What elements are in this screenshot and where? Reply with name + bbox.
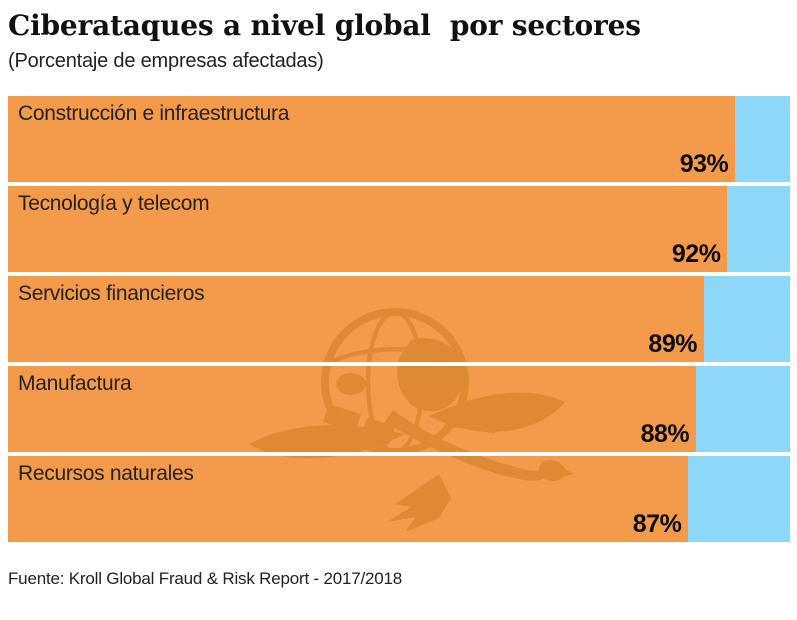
bar-value-label: 93% <box>679 150 729 179</box>
bar-fill: 93% <box>8 96 736 183</box>
bar-row: 88% Manufactura <box>8 366 790 453</box>
bar-fill: 87% <box>8 456 689 543</box>
bar-row: 89% Servicios financieros <box>8 276 790 363</box>
bar-category-label: Manufactura <box>18 372 132 396</box>
bar-category-label: Recursos naturales <box>18 462 194 486</box>
bar-value-label: 89% <box>648 330 697 359</box>
bar-value-label: 87% <box>632 510 682 539</box>
bar-row: 93% Construcción e infraestructura <box>8 96 790 183</box>
bar-category-label: Tecnología y telecom <box>18 192 210 216</box>
bar-value-label: 92% <box>671 240 721 269</box>
source-note: Fuente: Kroll Global Fraud & Risk Report… <box>8 569 403 589</box>
bar-rows: 93% Construcción e infraestructura 92% Tecn… <box>8 96 790 543</box>
page-title: Ciberataques a nivel global por sectores <box>8 9 641 42</box>
bar-chart: 93% Construcción e infraestructura 92% Tecn… <box>8 96 790 543</box>
bar-value-label: 88% <box>640 420 690 449</box>
bar-fill: 92% <box>8 186 728 273</box>
bar-category-label: Construcción e infraestructura <box>18 102 290 126</box>
bar-category-label: Servicios financieros <box>18 282 205 306</box>
bar-row: 92% Tecnología y telecom <box>8 186 790 273</box>
infographic: Ciberataques a nivel global por sectores… <box>8 9 790 589</box>
bar-row: 87% Recursos naturales <box>8 456 790 543</box>
chart-subtitle: (Porcentaje de empresas afectadas) <box>8 50 324 73</box>
